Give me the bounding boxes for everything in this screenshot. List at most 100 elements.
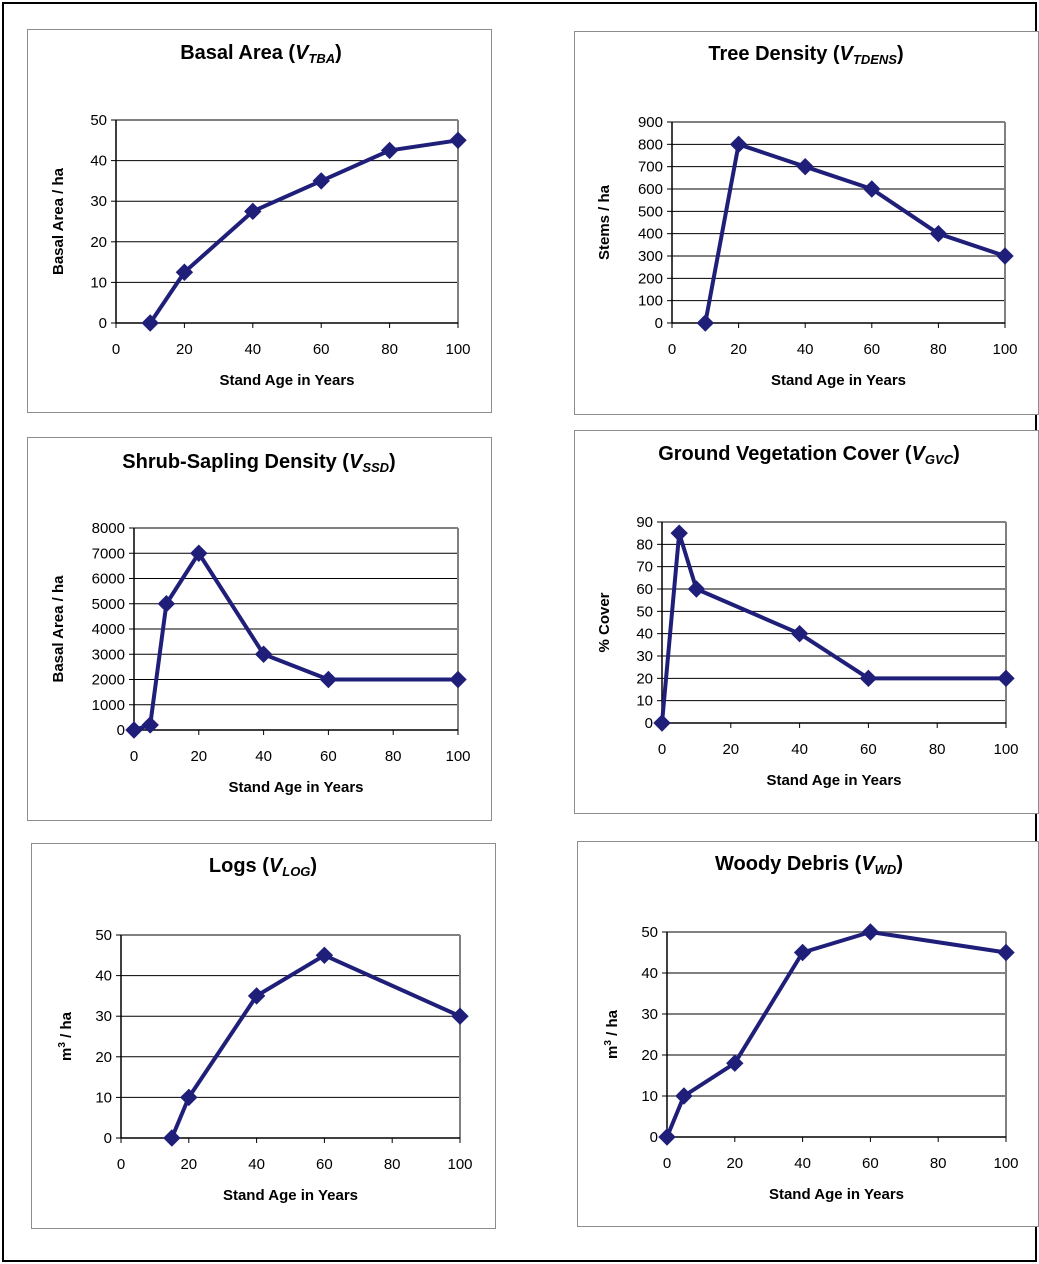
x-tick-label: 40 [791,741,808,758]
y-axis-label: Stems / ha [596,184,613,260]
x-tick-label: 60 [320,748,337,765]
y-tick-label: 6000 [92,571,125,588]
series-line [665,930,1007,1138]
y-tick-label: 0 [99,315,107,332]
data-point [380,141,399,160]
y-tick-label: 30 [90,193,107,210]
chart-title: Shrub-Sapling Density (VSSD) [122,451,395,475]
x-axis-label: Stand Age in Years [223,1187,358,1204]
x-tick-label: 20 [190,748,207,765]
data-point [653,714,671,732]
y-tick-label: 10 [641,1088,658,1105]
y-tick-label: 50 [636,603,653,620]
y-axis-label: % Cover [596,592,613,652]
y-tick-label: 300 [638,248,663,265]
y-axis-label: Basal Area / ha [50,167,67,275]
data-point [670,524,688,542]
x-axis-label: Stand Age in Years [771,372,906,389]
chart-panel-logs: Logs (VLOG) 0 10 20 30 40 50 0 20 40 60 80 100 Stand … [31,843,496,1229]
chart-title: Tree Density (VTDENS) [708,43,903,67]
x-axis-label: Stand Age in Years [766,772,901,789]
chart-panel-ground-vegetation-cover: Ground Vegetation Cover (VGVC) 0 10 20 30 40 5… [574,430,1039,814]
y-axis-label: Basal Area / ha [50,575,67,683]
data-point [163,1129,181,1147]
series-line [703,142,1006,324]
y-tick-label: 50 [641,924,658,941]
x-tick-label: 80 [929,741,946,758]
x-tick-label: 80 [384,1156,401,1173]
y-tick-label: 0 [117,722,125,739]
x-axis-label: Stand Age in Years [219,372,354,389]
x-axis-label: Stand Age in Years [769,1186,904,1203]
y-tick-label: 0 [650,1129,658,1146]
y-tick-label: 900 [638,114,663,131]
chart-title: Woody Debris (VWD) [715,853,903,877]
x-tick-label: 40 [248,1156,265,1173]
data-point [180,1088,198,1107]
y-tick-label: 40 [641,965,658,982]
data-point [125,721,143,739]
data-point [861,923,880,941]
x-tick-label: 40 [244,341,261,358]
y-tick-label: 100 [638,293,663,310]
data-point [141,314,159,332]
data-point [726,1054,744,1072]
y-tick-label: 40 [95,968,112,985]
y-tick-label: 20 [90,234,107,251]
y-tick-label: 30 [95,1008,112,1025]
chart-svg: Ground Vegetation Cover (VGVC) 0 10 20 30 40 5… [596,443,1019,789]
x-tick-label: 0 [668,341,676,358]
x-tick-label: 0 [117,1156,125,1173]
chart-svg: Woody Debris (VWD) 0 10 20 30 40 50 0 20 40 60 80 10… [603,853,1019,1203]
y-tick-label: 20 [636,670,653,687]
x-tick-label: 80 [385,748,402,765]
x-tick-label: 20 [180,1156,197,1173]
y-tick-label: 40 [636,626,653,643]
data-point [141,716,159,734]
chart-panel-basal-area: Basal Area (VTBA) 0 10 20 30 40 50 0 20 40 60 80 100… [27,29,492,413]
data-point [859,669,878,688]
x-tick-label: 60 [316,1156,333,1173]
x-tick-label: 100 [993,1155,1018,1172]
series-line [148,138,459,325]
y-tick-label: 600 [638,181,663,198]
data-point [315,946,334,965]
y-tick-label: 200 [638,270,663,287]
x-tick-label: 20 [722,741,739,758]
data-point [729,135,748,154]
y-tick-label: 90 [636,514,653,531]
data-point [157,595,176,613]
data-point [449,670,467,689]
y-tick-label: 30 [636,648,653,665]
y-tick-label: 500 [638,203,663,220]
x-tick-label: 40 [794,1155,811,1172]
y-tick-label: 60 [636,581,653,598]
x-tick-label: 100 [445,341,470,358]
x-tick-label: 100 [992,341,1017,358]
x-tick-label: 80 [930,341,947,358]
data-point [312,172,330,190]
chart-panel-woody-debris: Woody Debris (VWD) 0 10 20 30 40 50 0 20 40 60 80 10… [577,841,1039,1227]
y-tick-label: 0 [655,315,663,332]
x-tick-label: 60 [863,341,880,358]
x-tick-label: 60 [860,741,877,758]
y-tick-label: 10 [95,1089,112,1106]
y-tick-label: 50 [95,927,112,944]
data-point [997,669,1015,688]
x-tick-label: 0 [663,1155,671,1172]
x-tick-label: 40 [255,748,272,765]
y-tick-label: 7000 [92,545,125,562]
y-tick-label: 20 [641,1047,658,1064]
chart-title: Ground Vegetation Cover (VGVC) [658,443,960,467]
y-tick-label: 70 [636,559,653,576]
x-tick-label: 80 [930,1155,947,1172]
data-point [254,645,273,663]
x-tick-label: 60 [313,341,330,358]
y-tick-label: 0 [104,1130,112,1147]
x-tick-label: 60 [862,1155,879,1172]
y-tick-label: 4000 [92,621,125,638]
data-point [929,224,948,243]
data-point [175,263,194,281]
y-tick-label: 800 [638,136,663,153]
chart-panel-tree-density: Tree Density (VTDENS) 0 100 200 300 400 500 600… [574,31,1039,415]
